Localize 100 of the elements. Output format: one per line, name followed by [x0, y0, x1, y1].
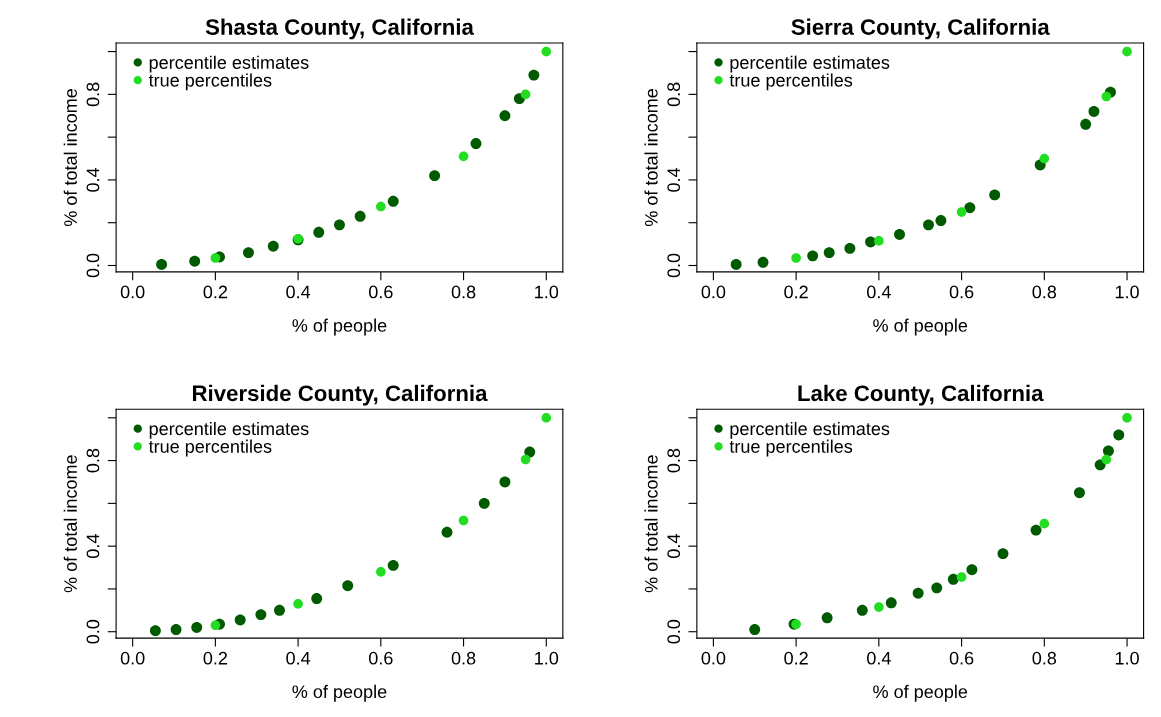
- y-tick-label: 0.0: [667, 619, 681, 644]
- point: [1039, 518, 1050, 529]
- x-tick-label: 0.6: [368, 285, 393, 299]
- x-axis-title: % of people: [873, 318, 968, 336]
- point: [1122, 412, 1132, 423]
- point: [1088, 106, 1100, 117]
- x-tick-label: 0.4: [867, 651, 891, 665]
- x-tick-label: 0.2: [784, 285, 808, 299]
- y-axis-title: % of total income: [644, 89, 658, 227]
- point: [342, 580, 354, 592]
- point: [956, 572, 967, 582]
- y-tick-label: 0.0: [86, 619, 100, 644]
- x-tick-label: 0.4: [867, 285, 891, 299]
- x-tick-label: 0.6: [368, 651, 393, 665]
- point: [947, 573, 959, 585]
- x-tick-label: 0.8: [451, 651, 476, 665]
- y-axis-title: % of total income: [63, 455, 77, 593]
- point: [354, 210, 366, 222]
- point: [1074, 487, 1085, 499]
- point: [966, 564, 978, 576]
- x-tick-label: 1.0: [1115, 285, 1139, 299]
- point: [267, 240, 279, 252]
- point: [255, 609, 267, 621]
- y-tick-label: 0.4: [86, 534, 100, 558]
- point: [311, 593, 323, 605]
- point: [791, 253, 801, 263]
- point: [274, 604, 285, 616]
- point: [874, 602, 884, 612]
- point: [885, 597, 897, 609]
- point: [844, 242, 856, 254]
- point: [1113, 429, 1125, 441]
- x-axis-title: % of people: [292, 318, 387, 336]
- point: [749, 624, 761, 636]
- chart-title: Shasta County, California: [205, 18, 474, 40]
- x-axis-title: % of people: [873, 684, 968, 702]
- x-tick-label: 0.6: [949, 651, 974, 665]
- point: [149, 625, 161, 637]
- legend-label: percentile estimates: [149, 421, 309, 439]
- point: [1039, 153, 1050, 164]
- point: [243, 247, 254, 259]
- point: [997, 548, 1009, 560]
- x-axis-title: % of people: [292, 684, 387, 702]
- x-tick-label: 0.8: [1032, 651, 1057, 665]
- point: [470, 138, 482, 150]
- x-tick-label: 0.0: [120, 651, 145, 665]
- point: [1101, 454, 1112, 465]
- point: [807, 250, 819, 262]
- y-tick-label: 0.0: [667, 253, 681, 278]
- point: [458, 151, 469, 162]
- point: [1122, 46, 1132, 57]
- y-tick-label: 0.0: [86, 253, 100, 278]
- point: [387, 559, 399, 571]
- point: [334, 219, 345, 231]
- x-tick-label: 0.0: [120, 285, 145, 299]
- point: [189, 255, 201, 267]
- y-axis-title: % of total income: [63, 89, 77, 227]
- point: [931, 582, 943, 594]
- point: [956, 207, 967, 217]
- legend-label: percentile estimates: [730, 55, 890, 73]
- legend-label: percentile estimates: [149, 55, 309, 73]
- point: [458, 515, 469, 526]
- x-tick-label: 0.2: [203, 285, 228, 299]
- legend-label: true percentiles: [148, 439, 272, 457]
- x-tick-label: 0.6: [949, 285, 974, 299]
- point: [541, 412, 552, 423]
- point: [520, 454, 531, 465]
- point: [874, 236, 884, 246]
- point: [170, 624, 182, 636]
- point: [757, 256, 769, 268]
- point: [923, 219, 934, 231]
- point: [524, 446, 536, 458]
- x-tick-label: 1.0: [535, 285, 559, 299]
- y-tick-label: 0.4: [667, 534, 681, 558]
- point: [234, 614, 246, 626]
- point: [387, 195, 399, 207]
- point: [191, 621, 203, 633]
- y-tick-label: 0.4: [667, 167, 681, 192]
- x-tick-label: 0.8: [1032, 285, 1057, 299]
- y-tick-label: 0.4: [86, 167, 100, 192]
- y-axis-title: % of total income: [644, 455, 658, 593]
- point: [541, 46, 552, 57]
- point: [210, 253, 221, 263]
- point: [429, 170, 441, 182]
- x-tick-label: 0.4: [286, 651, 311, 665]
- chart-title: Riverside County, California: [192, 384, 488, 406]
- chart-title: Lake County, California: [798, 384, 1044, 406]
- point: [520, 89, 531, 100]
- chart-title: Sierra County, California: [791, 18, 1050, 40]
- point: [478, 497, 490, 509]
- point: [730, 258, 742, 270]
- point: [989, 189, 1001, 201]
- point: [856, 604, 868, 616]
- point: [894, 229, 905, 240]
- point: [313, 226, 325, 238]
- x-tick-label: 1.0: [535, 651, 559, 665]
- legend-label: true percentiles: [729, 73, 853, 91]
- point: [499, 110, 511, 122]
- point: [964, 202, 976, 214]
- point: [1101, 91, 1112, 102]
- x-tick-label: 0.0: [701, 651, 726, 665]
